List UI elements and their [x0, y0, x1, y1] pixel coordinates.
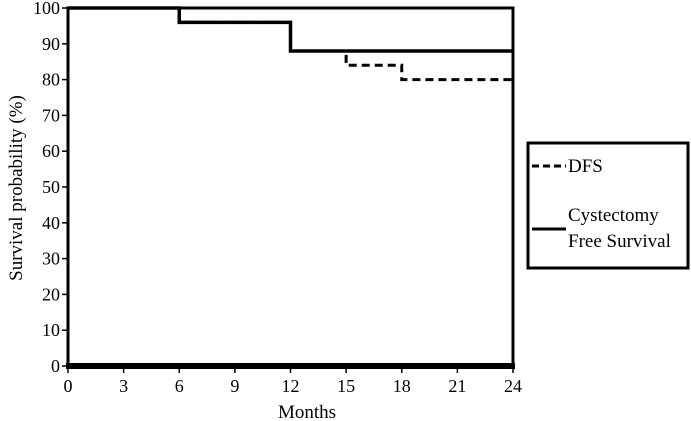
x-tick-label: 24: [504, 376, 522, 396]
legend-cfs-label-line: Cystectomy: [568, 205, 659, 226]
x-tick-label: 3: [119, 376, 128, 396]
y-tick-label: 0: [51, 356, 60, 376]
y-tick-label: 20: [42, 284, 60, 304]
y-tick-label: 30: [42, 249, 60, 269]
y-tick-label: 50: [42, 177, 60, 197]
plot-area: [68, 6, 513, 82]
y-tick-label: 10: [42, 320, 60, 340]
y-tick-label: 40: [42, 213, 60, 233]
y-tick-label: 60: [42, 141, 60, 161]
axes: 0 10 20 30 40 50 60 70 80 90 100 0 3 6 9 12 15 18 21 24: [33, 0, 522, 396]
plot-frame: [66, 6, 515, 368]
series-line-cystectomy-free-survival: [68, 6, 513, 53]
legend-cfs-label-line: Free Survival: [568, 231, 671, 252]
y-tick-label: 70: [42, 105, 60, 125]
y-tick-label: 90: [42, 34, 60, 54]
legend-cfs-label: Cystectomy Free Survival: [568, 205, 671, 252]
y-tick-label: 80: [42, 70, 60, 90]
y-tick-label: 100: [33, 0, 60, 18]
y-axis-title: Survival probability (%): [6, 95, 27, 281]
legend-dfs-label: DFS: [568, 156, 603, 177]
x-tick-label: 0: [64, 376, 73, 396]
x-tick-label: 15: [337, 376, 355, 396]
x-tick-label: 21: [448, 376, 466, 396]
x-tick-label: 9: [230, 376, 239, 396]
legend-box: [526, 141, 690, 270]
legend: DFS Cystectomy Free Survival: [526, 141, 690, 270]
x-axis-title: Months: [278, 402, 336, 421]
x-tick-label: 6: [175, 376, 184, 396]
x-tick-label: 18: [393, 376, 411, 396]
x-tick-label: 12: [282, 376, 300, 396]
